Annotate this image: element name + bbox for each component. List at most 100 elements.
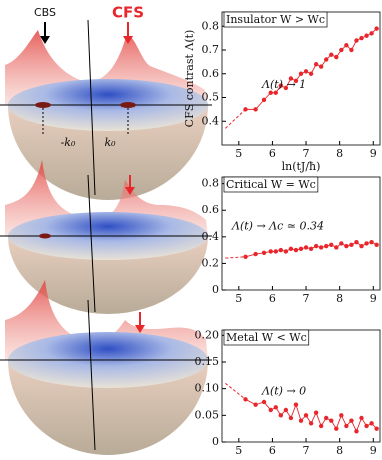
y-tick-label: 0.5	[202, 91, 220, 104]
y-tick-label: 0.15	[195, 355, 220, 368]
panel-title: Critical W = Wc	[226, 178, 316, 191]
title-box	[223, 176, 319, 193]
data-point	[243, 254, 248, 259]
data-point	[318, 423, 324, 429]
data-point	[318, 245, 324, 250]
data-point	[268, 249, 273, 254]
data-point	[354, 429, 359, 434]
fit-line	[225, 382, 246, 400]
panel-title: Insulator W > Wc	[226, 13, 325, 26]
x-tick-label: 9	[370, 147, 377, 160]
data-point	[359, 35, 364, 41]
data-point	[253, 251, 258, 257]
data-point	[298, 418, 304, 423]
data-point	[273, 249, 278, 254]
y-tick-label: 0.10	[195, 382, 220, 395]
data-point	[318, 64, 324, 69]
data-point	[303, 245, 309, 250]
x-tick-label: 5	[235, 147, 242, 160]
data-point	[334, 245, 339, 250]
y-tick-label: 0.20	[195, 328, 220, 341]
data-point	[243, 107, 248, 112]
data-point	[283, 407, 289, 413]
hemisphere-3	[0, 280, 212, 455]
annotation: Λ(t) → 1	[261, 78, 306, 91]
data-point	[278, 83, 284, 88]
data-point	[253, 107, 258, 112]
plot-frame	[221, 329, 381, 443]
data-point	[268, 90, 273, 95]
data-point	[349, 418, 354, 423]
data-point	[339, 241, 344, 246]
data-point	[369, 239, 374, 245]
x-axis-label: ln(tJ/ħ)	[282, 160, 321, 173]
data-point	[339, 413, 344, 418]
data-point	[288, 415, 294, 421]
panel-title: Metal W < Wc	[226, 331, 307, 344]
data-point	[293, 78, 299, 84]
data-point	[344, 43, 349, 48]
x-tick-label: 8	[336, 444, 343, 457]
fit-line	[225, 256, 246, 259]
data-point	[354, 239, 359, 245]
data-point	[359, 415, 364, 421]
x-tick-label: 5	[235, 292, 242, 305]
data-point	[324, 57, 329, 62]
data-point	[344, 243, 349, 249]
data-point	[283, 249, 289, 254]
x-tick-label: 5	[235, 444, 242, 457]
x-tick-label: 6	[269, 292, 276, 305]
data-point	[278, 247, 284, 253]
annotation: Λ(t) → Λc ≃ 0.34	[231, 220, 324, 233]
data-point	[288, 76, 294, 81]
annotation: Λ(t) → 0	[261, 385, 306, 398]
data-point	[261, 250, 267, 255]
y-tick-label: 0.4	[202, 230, 220, 243]
data-point	[329, 242, 334, 247]
data-point	[329, 52, 334, 57]
data-point	[261, 97, 267, 103]
hemisphere-1	[0, 19, 212, 200]
data-point	[344, 423, 349, 429]
y-tick-label: 0.05	[195, 408, 220, 421]
y-tick-label: 0.8	[202, 19, 220, 32]
k-plus-label: k₀	[104, 136, 116, 149]
y-tick-label: 0.6	[202, 67, 220, 80]
y-tick-label: 0	[212, 283, 219, 296]
data-point	[313, 243, 319, 249]
plot-frame	[221, 176, 381, 291]
data-point	[273, 405, 278, 410]
data-point	[369, 421, 374, 426]
data-point	[308, 71, 314, 76]
data-point	[298, 71, 304, 76]
x-tick-label: 7	[303, 147, 310, 160]
title-box	[223, 11, 328, 28]
x-tick-label: 6	[269, 444, 276, 457]
cbs-label: CBS	[34, 6, 56, 19]
data-point	[298, 246, 304, 251]
data-point	[303, 413, 309, 418]
data-point	[374, 426, 379, 431]
data-point	[334, 54, 339, 60]
data-point	[369, 31, 374, 36]
data-point	[243, 397, 248, 402]
cfs-label: CFS	[112, 4, 144, 22]
y-tick-label: 0.8	[202, 177, 220, 190]
x-tick-label: 8	[336, 147, 343, 160]
data-point	[329, 418, 334, 423]
data-point	[293, 402, 299, 407]
y-axis-label: CFS contrast Λ(t)	[183, 30, 196, 128]
data-point	[313, 62, 319, 67]
data-point	[253, 402, 258, 407]
data-point	[364, 241, 369, 246]
k-minus-label: -k₀	[61, 136, 76, 149]
x-tick-label: 9	[370, 444, 377, 457]
data-point	[308, 421, 314, 426]
data-point	[308, 246, 314, 251]
data-point	[374, 26, 379, 31]
data-point	[313, 410, 319, 415]
plot-frame	[221, 11, 381, 146]
data-point	[374, 242, 379, 247]
data-point	[334, 426, 339, 431]
